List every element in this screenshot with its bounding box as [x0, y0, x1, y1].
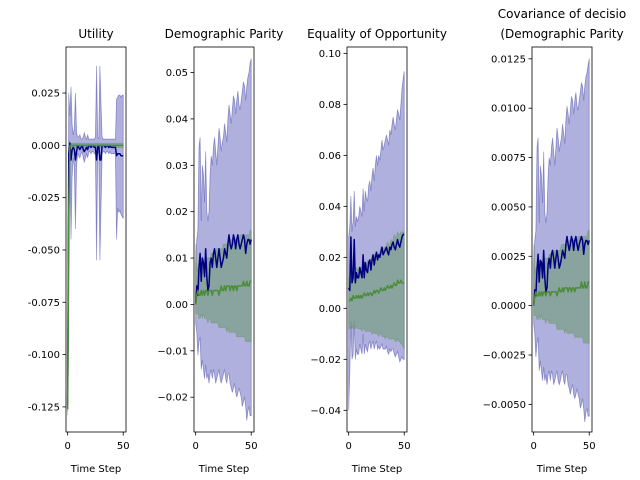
y-tick-label: 0.05: [166, 68, 188, 79]
x-axis-label-equality-of-opportunity: Time Step: [351, 464, 402, 475]
x-axis-label-utility: Time Step: [70, 464, 121, 475]
y-tick-label: 0.025: [31, 89, 60, 100]
ticks-utility: -0.125 -0.100 -0.075 -0.050 -0.025 0.000 0.025…: [28, 89, 130, 452]
x-tick-label: 50: [398, 441, 411, 452]
panel-equality-of-opportunity: −0.04 −0.02 0.00 0.02 0.04 0.06 0.08 0.10 0 50 Eq…: [307, 27, 447, 475]
y-tick-label: 0.000: [31, 141, 60, 152]
y-tick-label: 0.06: [319, 151, 341, 162]
y-tick-label: 0.0075: [491, 153, 526, 164]
series-2-line: [66, 144, 124, 409]
panel-utility: -0.125 -0.100 -0.075 -0.050 -0.025 0.000 0.025…: [28, 27, 130, 475]
y-tick-label: 0.02: [166, 207, 188, 218]
y-tick-label: −0.02: [310, 355, 341, 366]
series-2-line: [532, 281, 590, 306]
panel-title-utility: Utility: [78, 27, 113, 41]
y-tick-label: 0.04: [319, 202, 341, 213]
series-1-line: [66, 142, 124, 405]
y-tick-label: -0.075: [28, 298, 60, 309]
y-tick-label: 0.04: [166, 114, 188, 125]
x-tick-label: 50: [245, 441, 258, 452]
y-tick-label: 0.01: [166, 254, 188, 265]
x-tick-label: 0: [530, 441, 536, 452]
plot-layer-covariance: [532, 58, 590, 423]
panel-covariance: −0.0050 −0.0025 0.0000 0.0025 0.0050 0.0075 0.…: [483, 7, 627, 475]
y-tick-label: −0.01: [157, 346, 188, 357]
panel-title-equality-of-opportunity: Equality of Opportunity: [307, 27, 447, 41]
y-tick-label: -0.050: [28, 245, 60, 256]
y-tick-label: −0.0025: [483, 351, 526, 362]
y-tick-label: 0.10: [319, 49, 341, 60]
axes-frame-covariance: [531, 46, 593, 433]
y-tick-label: -0.125: [28, 402, 60, 413]
axes-frame-utility: [65, 46, 127, 433]
axes-frame-equality-of-opportunity: [346, 46, 408, 433]
x-tick-label: 0: [192, 441, 198, 452]
plot-layer-utility: [66, 65, 124, 416]
y-tick-label: 0.0025: [491, 252, 526, 263]
panel-title-demographic-parity: Demographic Parity: [165, 27, 284, 41]
y-tick-label: −0.0050: [483, 400, 526, 411]
series-2-line: [194, 280, 252, 305]
plot-layer-demographic-parity: [194, 58, 252, 421]
series-1-line: [532, 235, 590, 306]
y-tick-label: 0.0000: [491, 301, 526, 312]
panel-title-covariance: Covariance of decisio: [498, 7, 626, 21]
y-tick-label: 0.02: [319, 253, 341, 264]
ticks-covariance: −0.0050 −0.0025 0.0000 0.0025 0.0050 0.0075 0.…: [483, 54, 596, 452]
x-axis-label-demographic-parity: Time Step: [198, 464, 249, 475]
series-1-line: [347, 233, 405, 292]
panel-subtitle-covariance: (Demographic Parity: [500, 27, 623, 41]
y-tick-label: 0.03: [166, 161, 188, 172]
x-tick-label: 0: [345, 441, 351, 452]
series-2-line: [348, 279, 405, 302]
series-1-band: [67, 65, 124, 412]
plot-layer-equality-of-opportunity: [347, 71, 405, 411]
y-tick-label: -0.025: [28, 193, 60, 204]
y-tick-label: -0.100: [28, 350, 60, 361]
x-tick-label: 50: [583, 441, 596, 452]
axes-frame-demographic-parity: [193, 46, 255, 433]
series-1-line: [194, 234, 252, 305]
y-tick-label: 0.0125: [491, 54, 526, 65]
y-tick-label: −0.04: [310, 406, 341, 417]
x-axis-label-covariance: Time Step: [536, 464, 587, 475]
series-2-band: [67, 140, 124, 416]
y-tick-label: 0.00: [166, 300, 188, 311]
ticks-equality-of-opportunity: −0.04 −0.02 0.00 0.02 0.04 0.06 0.08 0.10 0 50: [310, 49, 410, 452]
y-tick-label: −0.02: [157, 393, 188, 404]
y-tick-label: 0.0050: [491, 202, 526, 213]
y-tick-label: 0.0100: [491, 104, 526, 115]
ticks-demographic-parity: −0.02 −0.01 0.00 0.01 0.02 0.03 0.04 0.05 0 50: [157, 68, 257, 452]
y-tick-label: 0.08: [319, 100, 341, 111]
y-tick-label: 0.00: [319, 304, 341, 315]
panel-demographic-parity: −0.02 −0.01 0.00 0.01 0.02 0.03 0.04 0.05 0 50 De…: [157, 27, 283, 475]
x-tick-label: 0: [64, 441, 70, 452]
x-tick-label: 50: [117, 441, 130, 452]
